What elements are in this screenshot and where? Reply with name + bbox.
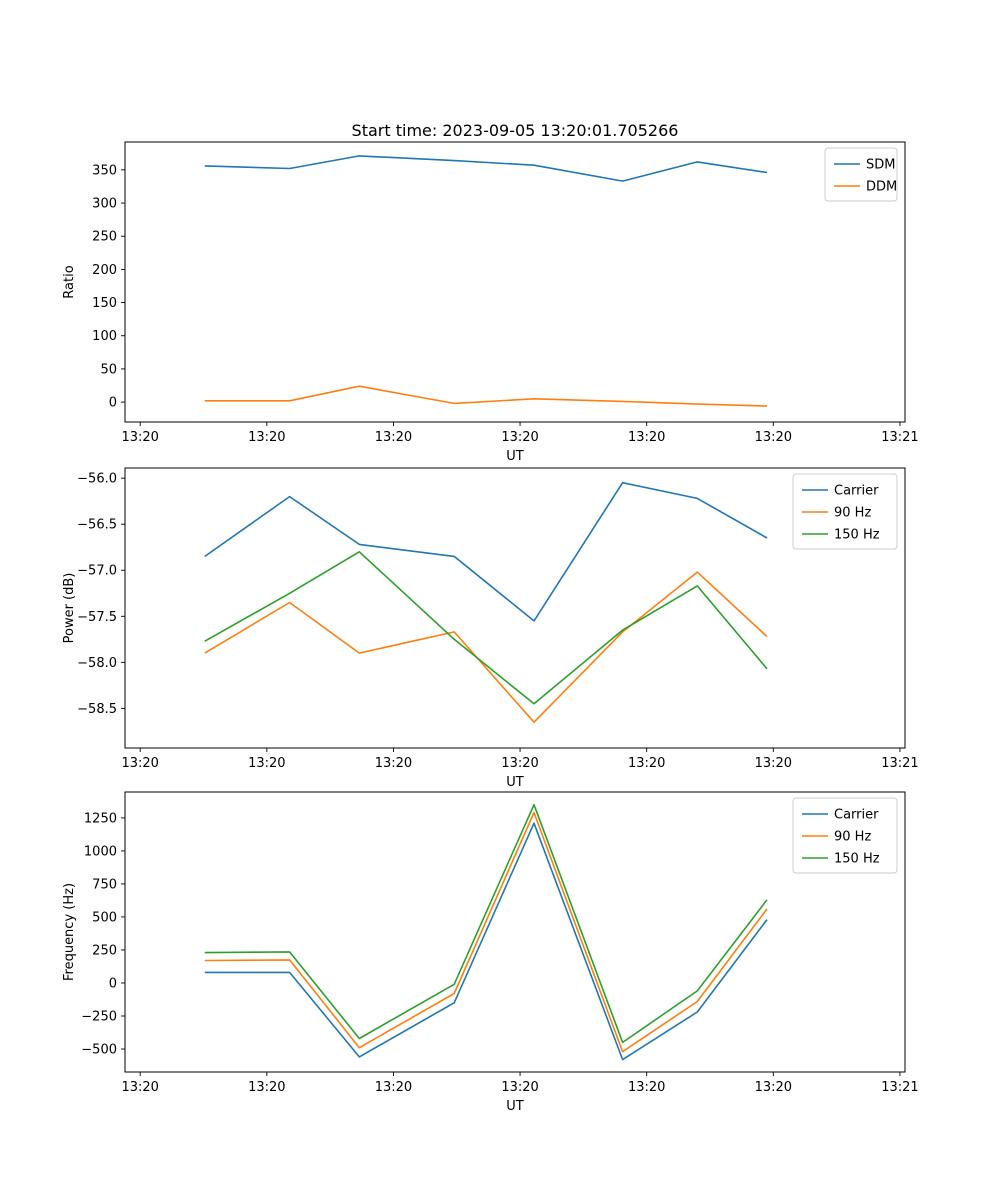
y-tick-label: 150: [92, 296, 117, 311]
y-tick-label: 300: [92, 197, 117, 212]
y-tick-label: 250: [92, 230, 117, 245]
y-tick-label: 1250: [84, 811, 117, 826]
y-tick-label: −250: [81, 1010, 117, 1025]
y-tick-label: 500: [92, 910, 117, 925]
legend-box: [824, 147, 898, 202]
x-tick-label: 13:20: [501, 756, 538, 771]
x-tick-label: 13:20: [248, 756, 285, 771]
subplot-power: 13:20 13:20 13:20 13:20 13:20 13:20 13:21 −56.0…: [62, 467, 919, 790]
x-tick-label: 13:20: [375, 756, 412, 771]
axes-spines: [124, 141, 906, 423]
y-tick-label: 50: [100, 362, 117, 377]
x-tick-label: 13:20: [755, 430, 792, 445]
x-tick-label: 13:20: [628, 430, 665, 445]
x-tick-label: 13:20: [121, 756, 158, 771]
y-tick-label: 100: [92, 329, 117, 344]
x-tick-label: 13:21: [881, 1080, 918, 1095]
subplot-ratio: 13:20 13:20 13:20 13:20 13:20 13:20 13:21 0 50 10…: [62, 141, 919, 464]
x-tick-label: 13:20: [755, 1080, 792, 1095]
y-tick-label: −58.0: [77, 656, 117, 671]
x-tick-label: 13:20: [248, 1080, 285, 1095]
legend-label: 90 Hz: [834, 830, 871, 845]
x-tick-label: 13:20: [121, 1080, 158, 1095]
x-tick-label: 13:20: [248, 430, 285, 445]
x-tick-label: 13:21: [881, 756, 918, 771]
legend-box: [792, 473, 898, 550]
legend-box: [792, 797, 898, 874]
y-tick-label: 750: [92, 877, 117, 892]
series-line-sdm: [204, 155, 768, 182]
series-line-carrier: [204, 481, 768, 622]
legend-label: SDM: [866, 158, 895, 173]
x-tick-label: 13:20: [628, 756, 665, 771]
y-tick-label: 0: [109, 396, 117, 411]
y-tick-label: 200: [92, 263, 117, 278]
series-line-90-hz: [204, 811, 768, 1053]
series-line-150-hz: [204, 550, 768, 705]
y-tick-label: −56.0: [77, 472, 117, 487]
x-axis-label: UT: [506, 449, 524, 464]
figure-title: Start time: 2023-09-05 13:20:01.705266: [352, 121, 679, 140]
subplot-frequency: 13:20 13:20 13:20 13:20 13:20 13:20 13:21 −500 −…: [62, 791, 919, 1114]
x-tick-label: 13:20: [501, 430, 538, 445]
x-tick-label: 13:20: [375, 1080, 412, 1095]
series-line-ddm: [204, 385, 768, 407]
y-axis-label: Ratio: [62, 265, 77, 298]
x-tick-label: 13:20: [121, 430, 158, 445]
axes-spines: [124, 791, 906, 1073]
series-line-carrier: [204, 822, 768, 1061]
y-tick-label: 250: [92, 943, 117, 958]
x-axis-label: UT: [506, 775, 524, 790]
x-tick-label: 13:21: [881, 430, 918, 445]
legend-label: 90 Hz: [834, 506, 871, 521]
legend-label: Carrier: [834, 484, 879, 499]
y-tick-label: 350: [92, 163, 117, 178]
series-line-90-hz: [204, 571, 768, 724]
y-tick-label: −56.5: [77, 518, 117, 533]
y-axis-label: Frequency (Hz): [62, 883, 77, 981]
series-line-150-hz: [204, 803, 768, 1044]
x-tick-label: 13:20: [375, 430, 412, 445]
x-tick-label: 13:20: [628, 1080, 665, 1095]
legend-label: 150 Hz: [834, 528, 880, 543]
legend-label: Carrier: [834, 808, 879, 823]
legend-label: DDM: [866, 180, 897, 195]
y-tick-label: −57.5: [77, 610, 117, 625]
legend-label: 150 Hz: [834, 852, 880, 867]
x-axis-label: UT: [506, 1099, 524, 1114]
axes-spines: [124, 467, 906, 749]
x-tick-label: 13:20: [501, 1080, 538, 1095]
y-axis-label: Power (dB): [62, 573, 77, 644]
y-tick-label: 0: [109, 976, 117, 991]
y-tick-label: −500: [81, 1043, 117, 1058]
y-tick-label: −58.5: [77, 702, 117, 717]
x-tick-label: 13:20: [755, 756, 792, 771]
y-tick-label: 1000: [84, 844, 117, 859]
y-tick-label: −57.0: [77, 564, 117, 579]
